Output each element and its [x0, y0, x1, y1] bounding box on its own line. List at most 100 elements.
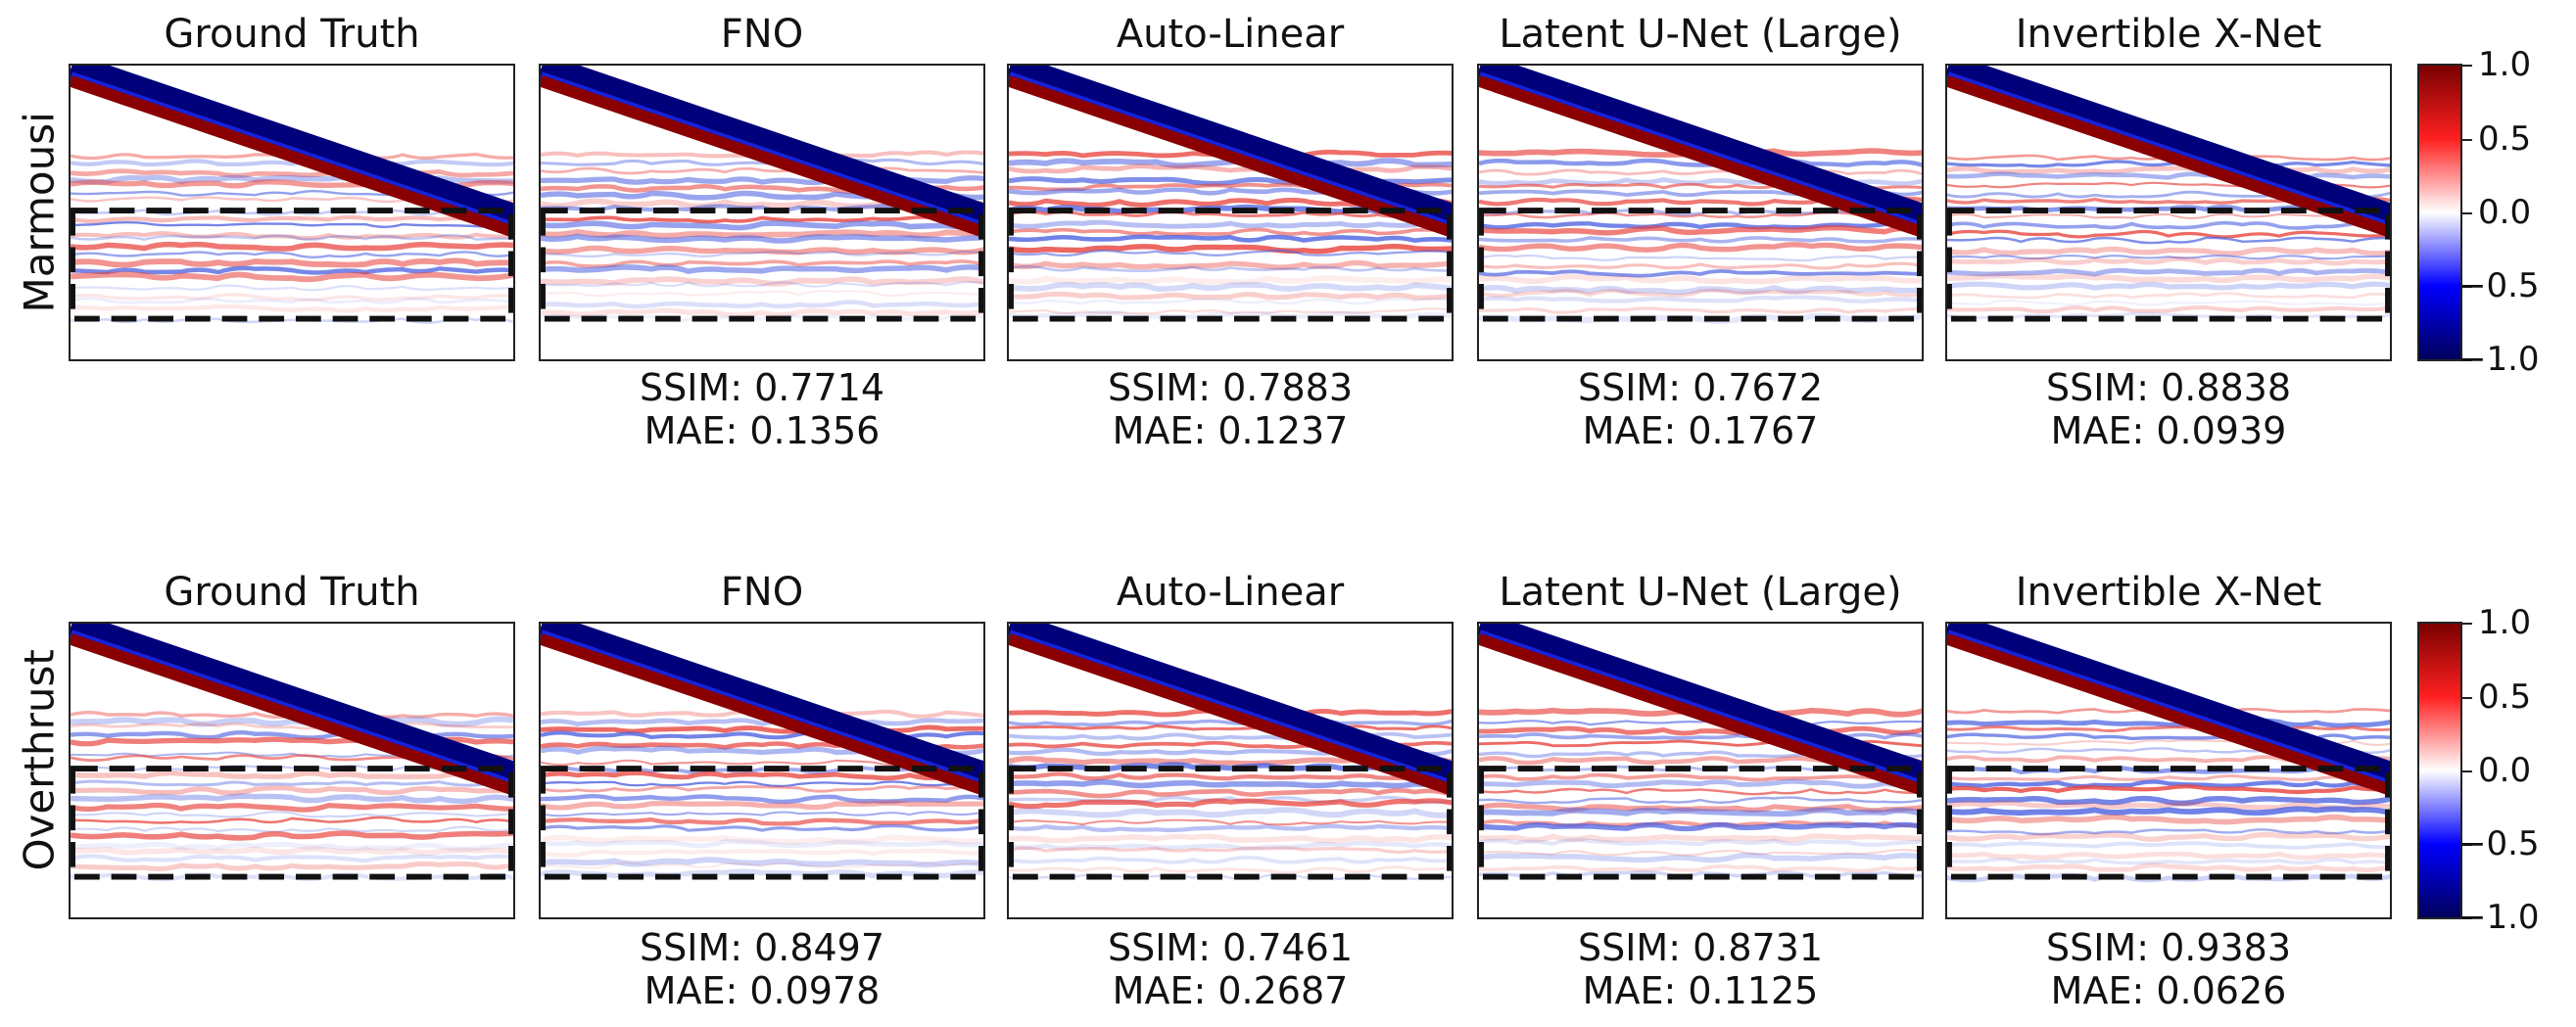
direct-wave — [1947, 66, 2390, 236]
ssim-value: SSIM: 0.7672 — [1577, 366, 1824, 409]
colorbar-tick-label: 1.0 — [2478, 603, 2532, 642]
colorbar — [2417, 64, 2462, 361]
direct-wave — [71, 624, 513, 794]
colorbar-tick — [2462, 770, 2472, 772]
seismic-texture — [541, 709, 983, 879]
mae-value: MAE: 0.1125 — [1582, 969, 1819, 1012]
colorbar — [2417, 622, 2462, 919]
seismic-texture — [1479, 707, 1922, 879]
panel-title: Invertible X-Net — [2015, 12, 2322, 57]
direct-wave — [1479, 624, 1922, 794]
colorbar-tick-label: 0.5 — [2478, 119, 2532, 159]
ssim-value: SSIM: 0.7714 — [639, 366, 885, 409]
panel-title: FNO — [720, 570, 804, 615]
roi-box — [1947, 208, 2390, 322]
seismic-panel-auto-linear — [1007, 64, 1454, 361]
roi-box — [1947, 766, 2390, 880]
direct-wave — [1009, 75, 1452, 238]
colorbar-tick-label: −0.5 — [2458, 824, 2540, 864]
colorbar-tick — [2462, 65, 2472, 67]
mae-value: MAE: 0.1237 — [1112, 409, 1349, 452]
mae-value: MAE: 0.2687 — [1112, 969, 1349, 1012]
roi-box — [1009, 208, 1452, 322]
colorbar-tick-label: −0.5 — [2458, 266, 2540, 305]
seismic-texture — [71, 151, 513, 324]
direct-wave — [1947, 75, 2390, 238]
direct-wave — [541, 633, 983, 796]
seismic-texture — [71, 711, 513, 882]
roi-box — [71, 208, 513, 322]
mae-value: MAE: 0.1356 — [644, 409, 881, 452]
seismic-texture — [1479, 148, 1922, 325]
roi-box — [1009, 766, 1452, 880]
direct-wave — [1009, 624, 1452, 794]
colorbar-tick-label: 0.0 — [2478, 751, 2532, 790]
roi-box — [541, 766, 983, 880]
seismic-panel-ground-truth — [69, 64, 515, 361]
ssim-value: SSIM: 0.7883 — [1107, 366, 1354, 409]
panel-title: Invertible X-Net — [2015, 570, 2322, 615]
colorbar-tick — [2462, 286, 2472, 288]
seismic-panel-fno — [539, 622, 985, 919]
direct-wave — [71, 633, 513, 796]
ssim-value: SSIM: 0.9383 — [2045, 926, 2292, 969]
seismic-panel-auto-linear — [1007, 622, 1454, 919]
panel-title: Ground Truth — [164, 570, 420, 615]
ssim-value: SSIM: 0.8838 — [2045, 366, 2292, 409]
seismic-panel-latent-unet — [1477, 64, 1924, 361]
panel-title: Auto-Linear — [1116, 570, 1345, 615]
seismic-texture — [1009, 707, 1452, 881]
colorbar-tick-label: 0.0 — [2478, 193, 2532, 232]
direct-wave — [1947, 624, 2390, 794]
row-label-marmousi: Marmousi — [15, 112, 64, 313]
direct-wave — [1009, 633, 1452, 796]
roi-box — [1479, 766, 1922, 880]
seismic-panel-latent-unet — [1477, 622, 1924, 919]
panel-title: Latent U-Net (Large) — [1499, 570, 1902, 615]
direct-wave — [1479, 633, 1922, 796]
direct-wave — [1947, 633, 2390, 796]
ssim-value: SSIM: 0.8731 — [1577, 926, 1824, 969]
panel-title: Latent U-Net (Large) — [1499, 12, 1902, 57]
panel-title: Ground Truth — [164, 12, 420, 57]
seismic-panel-ground-truth — [69, 622, 515, 919]
row-label-overthrust: Overthrust — [15, 649, 64, 871]
colorbar-tick-label: 0.5 — [2478, 677, 2532, 717]
direct-wave — [71, 75, 513, 238]
direct-wave — [1479, 66, 1922, 236]
panel-title: Auto-Linear — [1116, 12, 1345, 57]
mae-value: MAE: 0.1767 — [1582, 409, 1819, 452]
direct-wave — [541, 75, 983, 238]
colorbar-tick — [2462, 623, 2472, 625]
panel-title: FNO — [720, 12, 804, 57]
ssim-value: SSIM: 0.8497 — [639, 926, 885, 969]
direct-wave — [541, 66, 983, 236]
roi-box — [71, 766, 513, 880]
mae-value: MAE: 0.0939 — [2050, 409, 2287, 452]
seismic-panel-fno — [539, 64, 985, 361]
seismic-texture — [1009, 149, 1452, 320]
seismic-panel-invertible-xnet — [1945, 64, 2392, 361]
colorbar-tick — [2462, 917, 2472, 919]
colorbar-tick-label: 1.0 — [2478, 45, 2532, 84]
seismic-texture — [1947, 154, 2390, 320]
roi-box — [541, 208, 983, 322]
seismic-texture — [541, 150, 983, 323]
colorbar-tick — [2462, 697, 2472, 699]
mae-value: MAE: 0.0978 — [644, 969, 881, 1012]
mae-value: MAE: 0.0626 — [2050, 969, 2287, 1012]
direct-wave — [71, 66, 513, 236]
colorbar-tick — [2462, 212, 2472, 214]
roi-box — [1479, 208, 1922, 322]
colorbar-tick — [2462, 359, 2472, 361]
seismic-texture — [1947, 707, 2390, 883]
direct-wave — [1479, 75, 1922, 238]
seismic-panel-invertible-xnet — [1945, 622, 2392, 919]
direct-wave — [1009, 66, 1452, 236]
direct-wave — [541, 624, 983, 794]
ssim-value: SSIM: 0.7461 — [1107, 926, 1354, 969]
colorbar-tick-label: −1.0 — [2458, 898, 2540, 937]
colorbar-tick-label: −1.0 — [2458, 340, 2540, 379]
colorbar-tick — [2462, 844, 2472, 846]
colorbar-tick — [2462, 139, 2472, 141]
